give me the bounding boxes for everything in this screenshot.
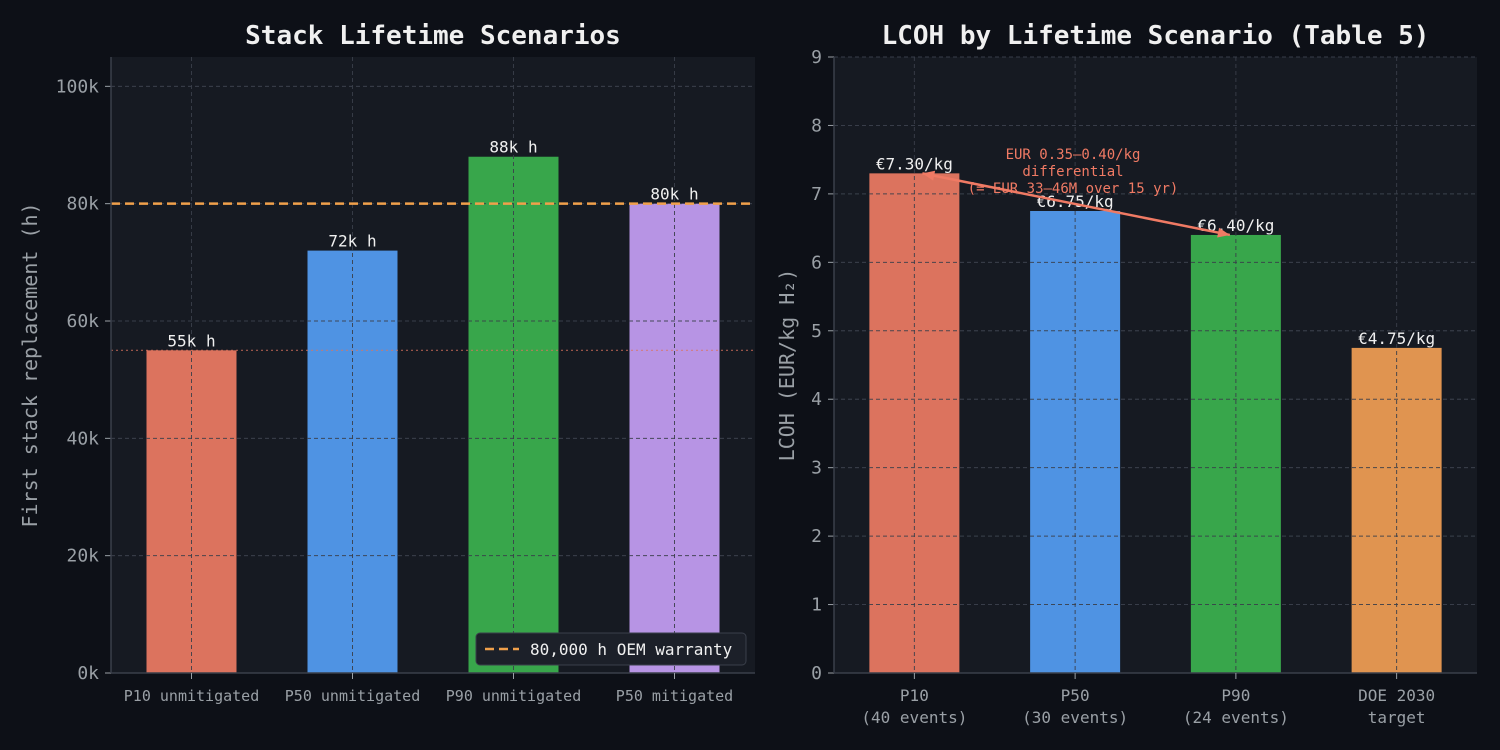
chart2-category-label: (30 events)	[1022, 708, 1128, 727]
chart1-ylabel: First stack replacement (h)	[18, 202, 42, 527]
chart2-ytick-label: 2	[811, 526, 822, 547]
chart1-panel: 0k 20k 40k 60k 80k 100k 55k h 72k h 88k h 80k h P1…	[18, 21, 755, 705]
chart1-ytick-label: 20k	[66, 546, 99, 567]
chart2-category-label: (40 events)	[861, 708, 967, 727]
chart1-data-label: 72k h	[328, 232, 376, 251]
chart1-category-label: P50 unmitigated	[285, 687, 420, 705]
chart2-ytick-label: 7	[811, 184, 822, 205]
chart1-category-label: P90 unmitigated	[446, 687, 581, 705]
chart2-annotation-text: EUR 0.35–0.40/kg	[1006, 147, 1141, 163]
chart2-ytick-label: 4	[811, 389, 822, 410]
chart1-ytick-label: 40k	[66, 428, 99, 449]
chart1-ytick-label: 60k	[66, 311, 99, 332]
chart2-ytick-label: 9	[811, 47, 822, 68]
chart2-data-label: €6.75/kg	[1037, 192, 1114, 211]
chart2-category-label: P50	[1061, 686, 1090, 705]
chart2-bar	[1190, 234, 1281, 673]
chart1-legend	[475, 632, 747, 666]
chart2-annotation-arrowhead-end	[1217, 227, 1230, 238]
chart1-category-label: P10 unmitigated	[124, 687, 259, 705]
chart2-ytick-label: 5	[811, 321, 822, 342]
chart2-ytick-label: 3	[811, 458, 822, 479]
chart1-ytick-label: 80k	[66, 194, 99, 215]
chart2-annotation-arrowhead-start	[922, 170, 936, 181]
chart1-bar	[307, 250, 398, 673]
chart2-annotation-text: differential	[1022, 164, 1123, 180]
chart2-category-label: P10	[900, 686, 929, 705]
chart2-ytick-label: 1	[811, 595, 822, 616]
chart1-data-label: 88k h	[489, 138, 537, 157]
chart2-category-label: P90	[1221, 686, 1250, 705]
chart2-data-label: €7.30/kg	[876, 154, 953, 173]
chart2-panel: 0 1 2 3 4 5 6 7 8 9 €7.30/kg €6.75/kg €6.40/kg €4.75/…	[775, 21, 1477, 727]
chart2-data-label: €6.40/kg	[1197, 216, 1274, 235]
chart1-title: Stack Lifetime Scenarios	[245, 21, 621, 51]
chart1-data-label: 55k h	[167, 331, 215, 350]
chart1-data-label: 80k h	[650, 185, 698, 204]
chart2-annotation-arrow	[922, 172, 1231, 237]
chart2-ytick-label: 6	[811, 252, 822, 273]
chart1-ytick-label: 0k	[77, 663, 99, 684]
chart2-data-label: €4.75/kg	[1358, 329, 1435, 348]
chart1-ytick-label: 100k	[56, 76, 100, 97]
chart2-category-label: DOE 2030	[1358, 686, 1435, 705]
chart2-ytick-label: 0	[811, 663, 822, 684]
chart2-title: LCOH by Lifetime Scenario (Table 5)	[882, 21, 1430, 51]
chart2-category-label: (24 events)	[1183, 708, 1289, 727]
chart1-category-label: P50 mitigated	[616, 687, 733, 705]
chart2-annotation-text: (= EUR 33–46M over 15 yr)	[968, 181, 1179, 197]
chart2-ytick-label: 8	[811, 115, 822, 136]
chart2-ylabel: LCOH (EUR/kg H₂)	[775, 269, 799, 462]
chart2-category-label: target	[1368, 708, 1426, 727]
chart1-legend-label: 80,000 h OEM warranty	[530, 640, 733, 659]
